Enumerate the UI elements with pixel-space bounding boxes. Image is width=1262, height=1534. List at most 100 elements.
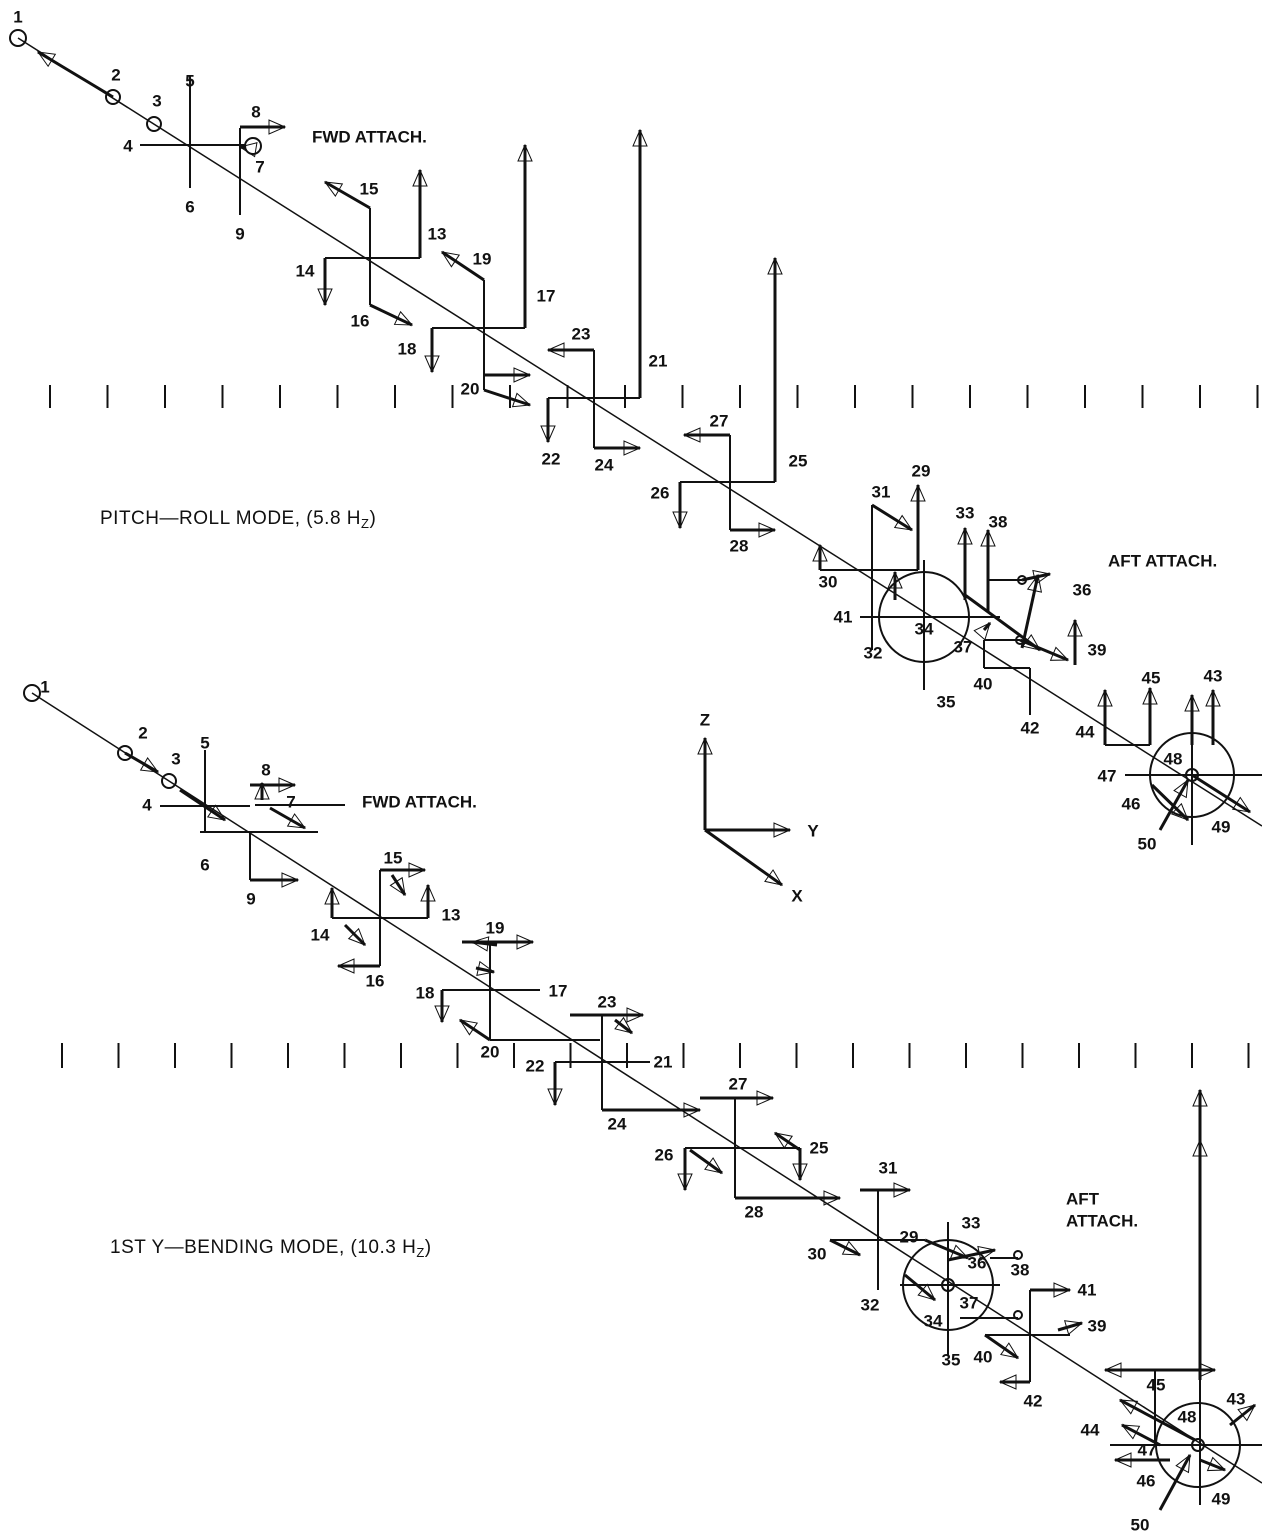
arrow-head — [139, 757, 160, 773]
line — [471, 940, 498, 947]
arrow-head — [254, 781, 270, 800]
node-label: 36 — [968, 1253, 987, 1272]
arrow-head — [893, 1182, 912, 1198]
arrow-head — [517, 143, 533, 162]
arrow-head — [998, 1374, 1017, 1390]
arrow-head — [1103, 1362, 1122, 1378]
arrow-head — [286, 813, 307, 829]
arrow-head — [268, 119, 287, 135]
node-label: 47 — [1138, 1440, 1157, 1459]
bottom-title: 1ST Y—BENDING MODE, (10.3 HZ) — [110, 1237, 432, 1260]
arrow-head — [347, 927, 366, 946]
line — [459, 1018, 491, 1042]
arrow-head — [1067, 618, 1083, 637]
node-label: 38 — [1011, 1260, 1030, 1279]
node-label: 16 — [351, 311, 370, 330]
arrow-head — [764, 869, 784, 886]
line — [984, 1333, 1019, 1360]
arrow-head — [1206, 1456, 1227, 1472]
node-label: 24 — [595, 455, 614, 474]
arrow-head — [792, 1163, 808, 1182]
node-label: 45 — [1142, 668, 1161, 687]
node-label: 15 — [384, 848, 403, 867]
arrow-head — [546, 342, 565, 358]
node-label: 44 — [1076, 722, 1095, 741]
node-label: 6 — [185, 197, 194, 216]
line — [390, 874, 407, 896]
node-label: 5 — [185, 71, 194, 90]
arrow-head — [823, 1190, 842, 1206]
node-label: 48 — [1164, 749, 1183, 768]
arrow-head — [756, 1090, 775, 1106]
line — [871, 503, 913, 532]
arrow-head — [393, 310, 414, 326]
node-label: 13 — [428, 224, 447, 243]
node-label: 42 — [1021, 718, 1040, 737]
arrow-head — [1192, 1138, 1208, 1157]
arrow-head — [623, 440, 642, 456]
node-label: 22 — [542, 449, 561, 468]
arrow-head — [440, 251, 461, 268]
arrow-head — [677, 1173, 693, 1192]
line — [704, 828, 783, 887]
arrow-head — [511, 392, 532, 408]
arrow-head — [1170, 802, 1189, 821]
arrow-head — [1231, 796, 1252, 813]
node-label: 8 — [251, 102, 260, 121]
arrow-head — [973, 622, 991, 641]
aft-attach: AFT ATTACH. — [1108, 551, 1217, 570]
line — [1057, 1321, 1083, 1332]
node-label: 46 — [1122, 794, 1141, 813]
line — [924, 1238, 969, 1260]
arrow-head — [317, 288, 333, 307]
line — [982, 622, 992, 631]
arrow-head — [758, 522, 777, 538]
arrow-head — [1142, 686, 1158, 705]
node-label: 33 — [962, 1213, 981, 1232]
node-label: 34 — [924, 1311, 943, 1330]
arrow-head — [1063, 1320, 1084, 1336]
line — [441, 250, 485, 282]
node-circle — [146, 116, 162, 132]
node-label: 41 — [1078, 1280, 1097, 1299]
node-label: 29 — [912, 461, 931, 480]
node-label: 15 — [360, 179, 379, 198]
arrow-head — [412, 168, 428, 187]
node-label: 38 — [989, 512, 1008, 531]
arrow-head — [36, 51, 57, 68]
node-label: 48 — [1178, 1407, 1197, 1426]
node-label: 3 — [152, 91, 161, 110]
node-circle — [1185, 768, 1199, 782]
node-label: 43 — [1227, 1389, 1246, 1408]
line — [1150, 783, 1190, 822]
node-label: 19 — [473, 249, 492, 268]
arrow-head — [767, 256, 783, 275]
line — [1158, 1454, 1192, 1511]
line — [369, 303, 413, 327]
node-circle — [1013, 1250, 1023, 1260]
title-sub: Z — [416, 1245, 424, 1260]
arrow-head — [910, 483, 926, 502]
node-label: 20 — [461, 379, 480, 398]
node-label: 28 — [730, 536, 749, 555]
arrow-head — [516, 934, 535, 950]
line — [124, 751, 159, 774]
node-label: 31 — [879, 1158, 898, 1177]
line — [614, 1018, 633, 1035]
title-text: 1ST Y—BENDING MODE, (10.3 H — [110, 1237, 416, 1258]
arrow-head — [632, 128, 648, 147]
line — [1019, 638, 1069, 662]
node-label: 7 — [286, 792, 295, 811]
arrow-head — [424, 355, 440, 374]
node-label: 49 — [1212, 817, 1231, 836]
node-label: 32 — [861, 1295, 880, 1314]
node-label: 31 — [872, 482, 891, 501]
node-label: 4 — [142, 795, 152, 814]
node-circle — [23, 684, 41, 702]
node-label: 1 — [40, 677, 49, 696]
arrow-head — [1113, 1452, 1132, 1468]
arrow-head — [917, 1283, 936, 1301]
arrow-head — [476, 960, 496, 976]
node-label: 35 — [937, 692, 956, 711]
